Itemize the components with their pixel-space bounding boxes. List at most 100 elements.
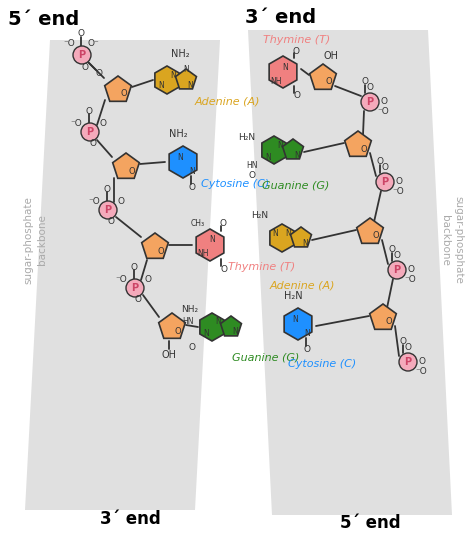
Circle shape (73, 46, 91, 64)
Polygon shape (200, 313, 224, 341)
Text: O: O (408, 266, 414, 274)
Circle shape (376, 173, 394, 191)
Text: O: O (220, 265, 228, 273)
Text: N: N (158, 80, 164, 90)
Text: NH: NH (197, 249, 209, 259)
Circle shape (388, 261, 406, 279)
Text: N: N (302, 239, 308, 247)
Polygon shape (248, 30, 452, 515)
Text: O: O (145, 275, 152, 285)
Text: O: O (366, 84, 374, 92)
Polygon shape (269, 56, 297, 88)
Polygon shape (345, 131, 371, 156)
Circle shape (126, 279, 144, 297)
Polygon shape (159, 313, 185, 339)
Text: P: P (104, 205, 111, 215)
Polygon shape (262, 136, 286, 164)
Text: NH₂: NH₂ (182, 305, 199, 314)
Text: HN: HN (246, 161, 258, 171)
Text: ⁻O: ⁻O (404, 275, 416, 285)
Circle shape (99, 201, 117, 219)
Text: 5´ end: 5´ end (8, 10, 79, 29)
Text: O: O (121, 90, 128, 98)
Polygon shape (175, 69, 196, 89)
Text: N: N (177, 153, 183, 163)
Polygon shape (169, 146, 197, 178)
Text: Cytosine (C): Cytosine (C) (201, 179, 269, 189)
Text: P: P (86, 127, 93, 137)
Polygon shape (270, 224, 294, 252)
Polygon shape (284, 308, 312, 340)
Text: Guanine (G): Guanine (G) (232, 352, 300, 362)
Text: O: O (303, 346, 310, 354)
Text: ⁻O: ⁻O (415, 368, 427, 376)
Text: O: O (95, 69, 102, 78)
Text: N: N (294, 151, 300, 159)
Text: O: O (175, 327, 182, 335)
Text: Adenine (A): Adenine (A) (270, 281, 336, 291)
Text: H₂N: H₂N (251, 212, 269, 220)
Text: O: O (248, 172, 255, 180)
Text: N: N (209, 235, 215, 245)
Text: CH₃: CH₃ (191, 219, 205, 227)
Text: OH: OH (162, 350, 176, 360)
Text: N: N (187, 80, 193, 90)
Text: O: O (400, 338, 407, 347)
Text: N: N (285, 228, 291, 238)
Text: P: P (131, 283, 138, 293)
Text: O: O (78, 30, 84, 38)
Text: NH₂: NH₂ (169, 129, 187, 139)
Text: N: N (215, 318, 221, 327)
Text: O: O (393, 252, 401, 260)
Polygon shape (357, 218, 383, 244)
Text: ⁻O: ⁻O (377, 107, 389, 117)
Text: O: O (90, 139, 97, 148)
Text: O⁻: O⁻ (87, 39, 99, 49)
Circle shape (81, 123, 99, 141)
Text: O: O (118, 198, 125, 206)
Text: O: O (85, 106, 92, 116)
Polygon shape (155, 66, 179, 94)
Text: H₂N: H₂N (283, 291, 302, 301)
Text: N: N (277, 140, 283, 150)
Circle shape (361, 93, 379, 111)
Text: N: N (292, 315, 298, 325)
Text: O: O (293, 91, 301, 100)
Circle shape (399, 353, 417, 371)
Text: O: O (219, 219, 227, 228)
Text: HN: HN (182, 318, 194, 327)
Text: P: P (366, 97, 374, 107)
Text: O: O (158, 246, 164, 255)
Text: Thymine (T): Thymine (T) (228, 262, 295, 272)
Text: Cytosine (C): Cytosine (C) (288, 359, 356, 369)
Text: O: O (128, 166, 135, 176)
Text: 3´ end: 3´ end (100, 510, 160, 528)
Text: O: O (130, 262, 137, 272)
Text: ⁻O: ⁻O (115, 275, 127, 285)
Text: Guanine (G): Guanine (G) (262, 181, 329, 191)
Text: Adenine (A): Adenine (A) (195, 97, 261, 107)
Text: 3´ end: 3´ end (245, 8, 316, 27)
Text: ⁻O: ⁻O (88, 198, 100, 206)
Text: O: O (100, 119, 107, 129)
Text: NH: NH (270, 77, 282, 85)
Text: sugar-phosphate
backbone: sugar-phosphate backbone (440, 196, 464, 284)
Text: NH₂: NH₂ (171, 49, 189, 59)
Text: H₂N: H₂N (238, 133, 255, 143)
Polygon shape (291, 227, 311, 247)
Text: O: O (189, 342, 195, 352)
Polygon shape (220, 316, 241, 336)
Polygon shape (370, 304, 396, 329)
Text: N: N (203, 329, 209, 339)
Text: O: O (382, 164, 389, 172)
Text: P: P (382, 177, 389, 187)
Polygon shape (25, 40, 220, 510)
Text: N: N (232, 327, 238, 336)
Text: N: N (189, 167, 195, 177)
Text: O: O (395, 178, 402, 186)
Text: P: P (404, 357, 411, 367)
Text: O: O (389, 246, 395, 254)
Text: N: N (265, 152, 271, 161)
Text: N: N (304, 329, 310, 339)
Text: O: O (373, 232, 379, 240)
